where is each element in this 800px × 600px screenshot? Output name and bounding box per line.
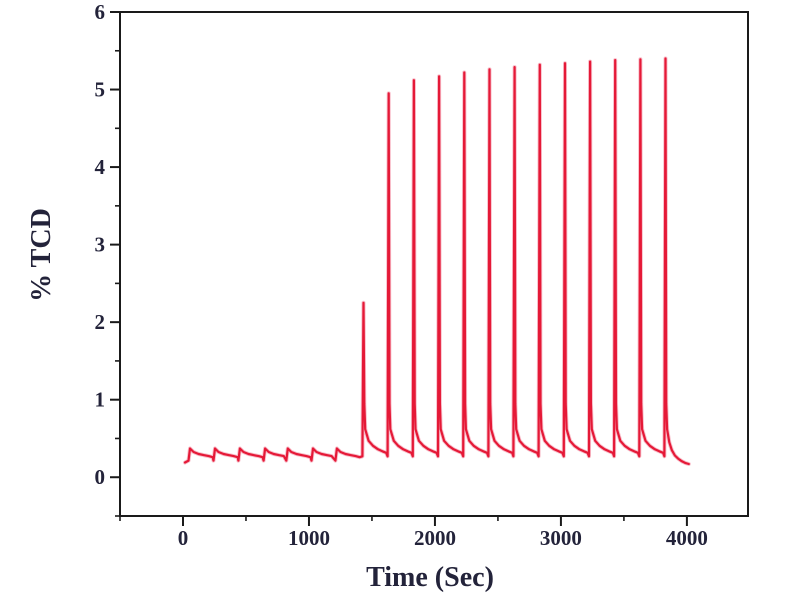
y-tick-label: 1 (95, 388, 106, 412)
x-tick-label: 4000 (666, 526, 708, 550)
y-axis-title: % TCD (26, 208, 57, 302)
plot-border (119, 11, 749, 517)
y-tick-label: 4 (95, 155, 106, 179)
x-tick-label: 0 (178, 526, 189, 550)
y-tick-label: 6 (95, 0, 106, 24)
x-tick-label: 2000 (414, 526, 456, 550)
y-tick-label: 0 (95, 465, 106, 489)
y-tick-label: 3 (95, 233, 106, 257)
x-axis-title: Time (Sec) (366, 562, 494, 593)
y-tick-label: 5 (95, 78, 106, 102)
x-tick-label: 1000 (288, 526, 330, 550)
y-tick-label: 2 (95, 310, 106, 334)
data-curve (183, 57, 690, 466)
x-tick-label: 3000 (540, 526, 582, 550)
